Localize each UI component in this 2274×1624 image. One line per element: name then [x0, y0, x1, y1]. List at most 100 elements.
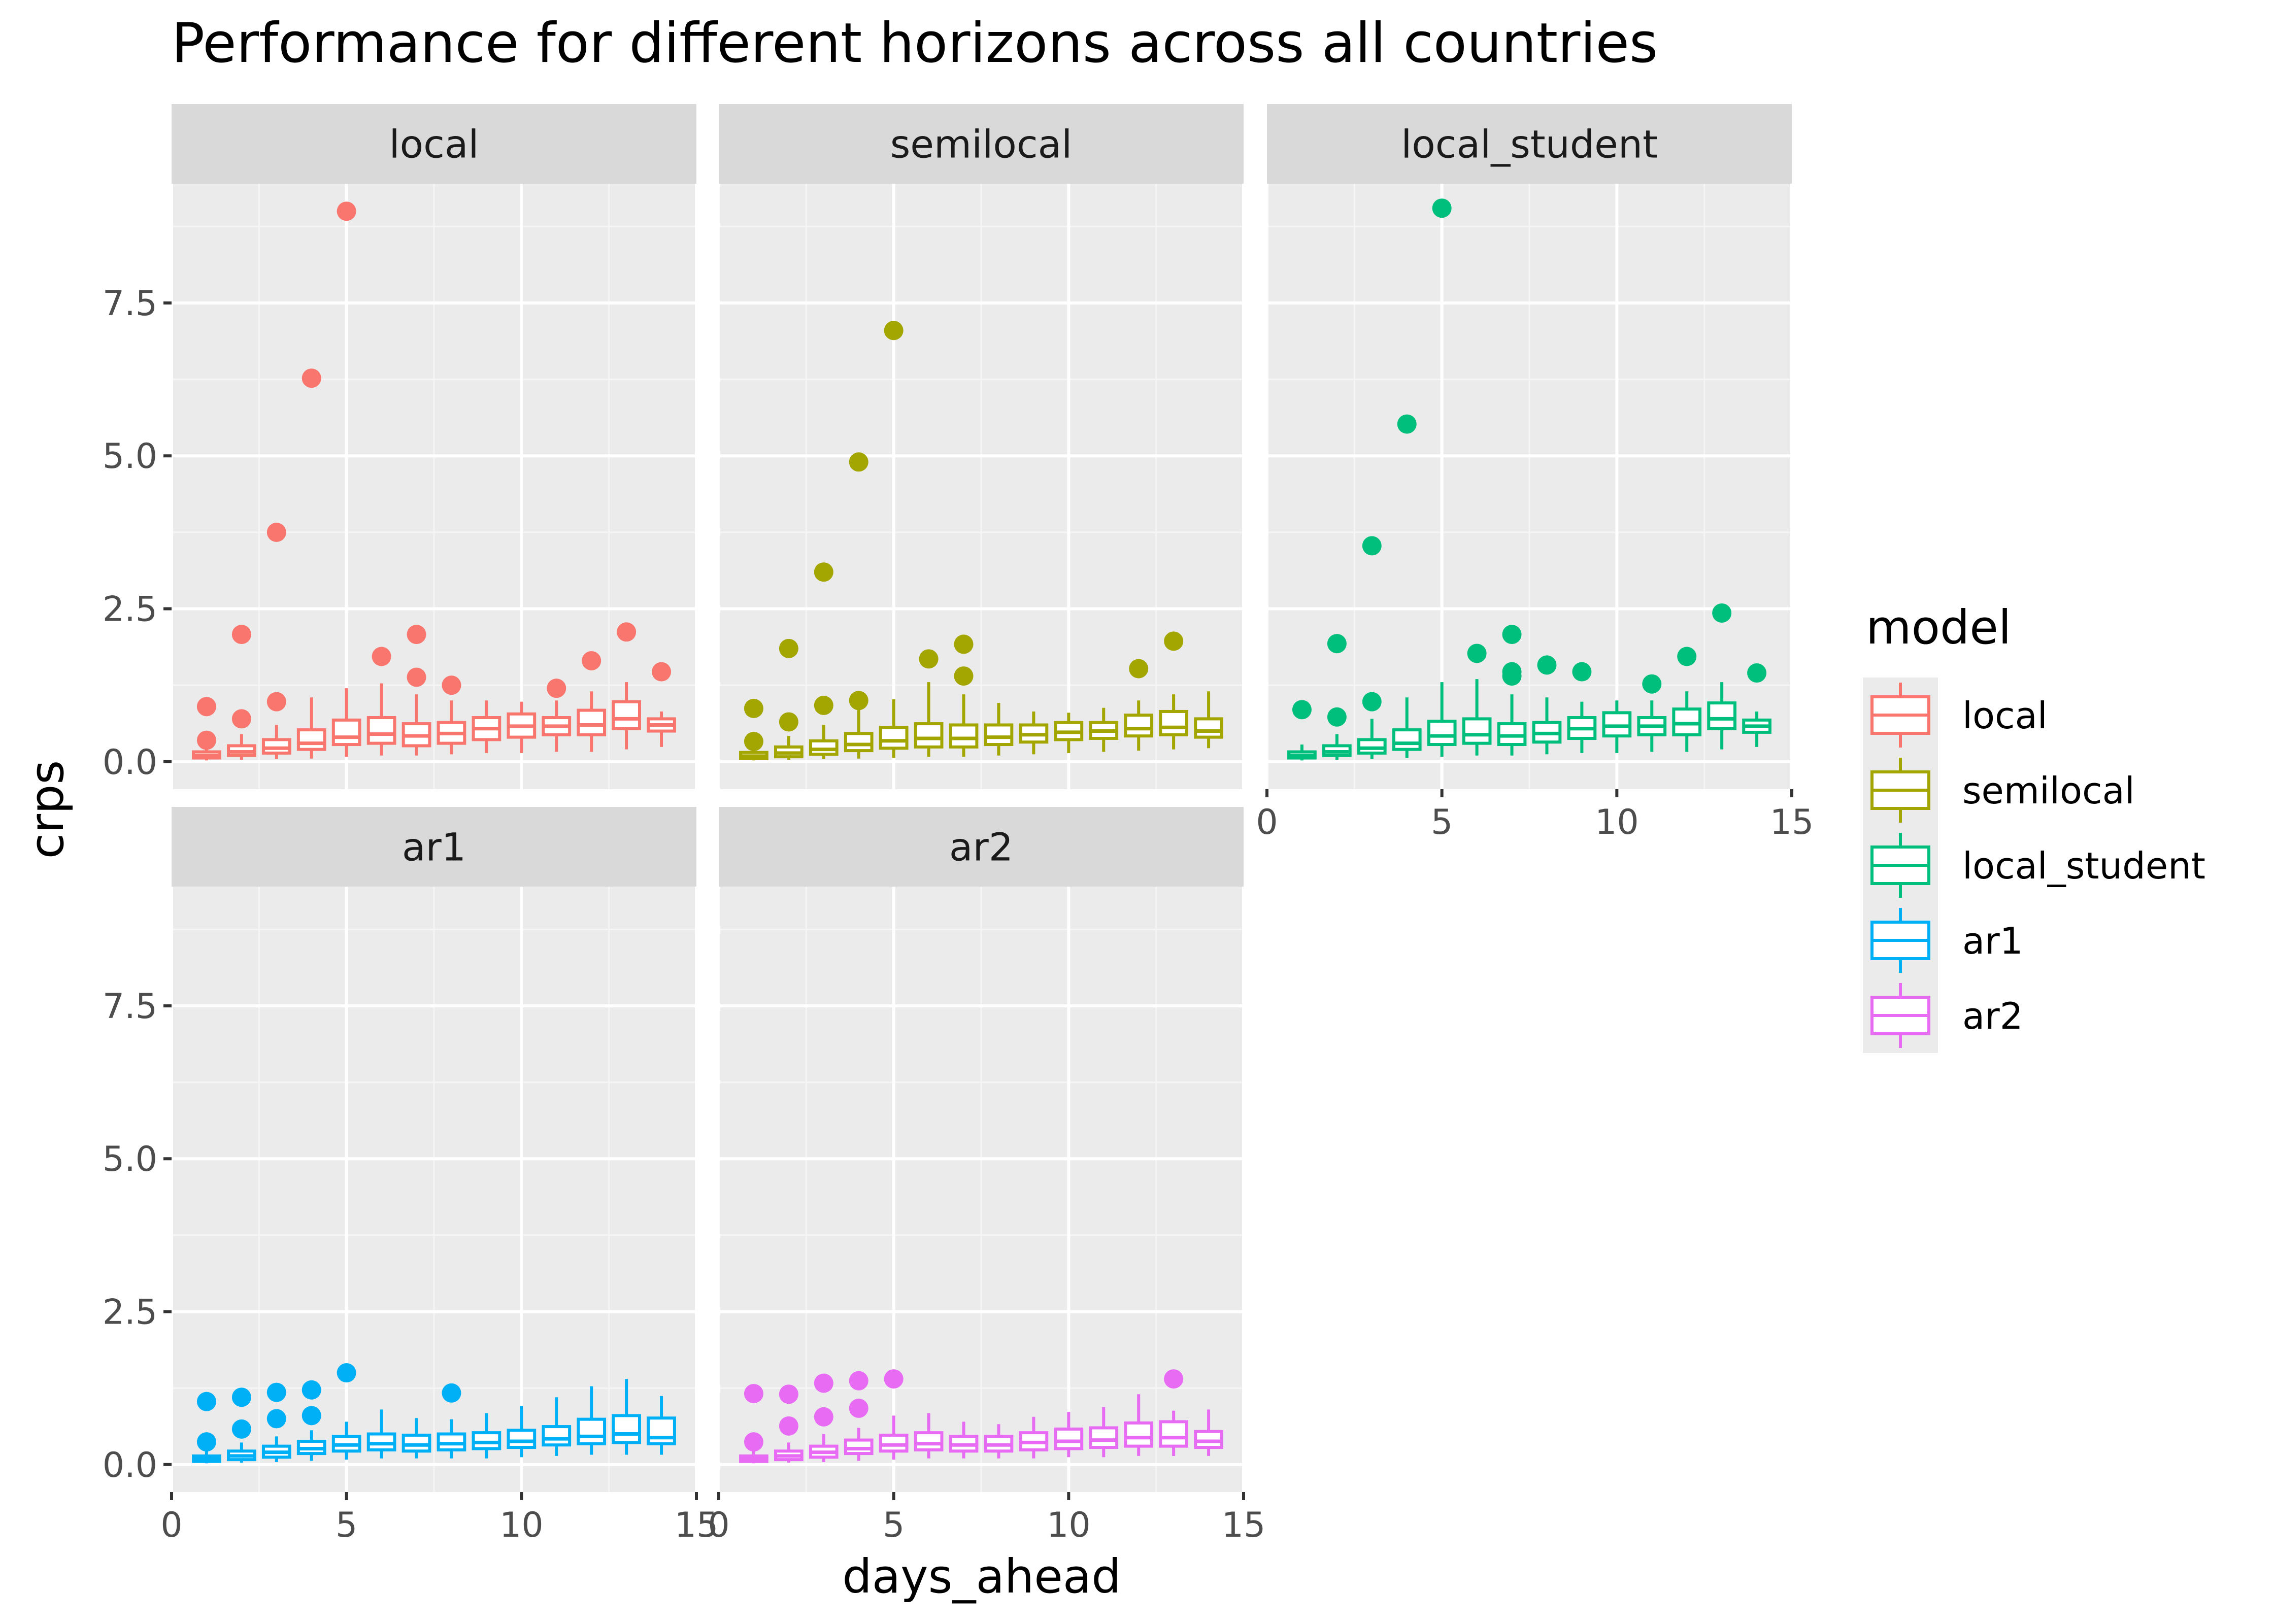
y-tick-label: 2.5 — [103, 1293, 157, 1333]
outlier-point — [1642, 674, 1662, 694]
outlier-point — [1502, 625, 1522, 645]
box-iqr — [1194, 1430, 1223, 1449]
strip-local — [172, 104, 696, 184]
outlier-point — [779, 1384, 798, 1404]
outlier-point — [1327, 634, 1347, 654]
box-local-day-6 — [366, 647, 396, 756]
box-ar1-day-6 — [366, 1409, 396, 1459]
box-iqr — [1602, 711, 1632, 738]
legend-entry-ar2: ar2 — [1863, 978, 2023, 1053]
box-local_student-day-5 — [1427, 198, 1457, 757]
box-local-day-4 — [296, 368, 326, 759]
legend-entry-local: local — [1863, 678, 2048, 753]
box-iqr — [331, 718, 361, 747]
legend-label-local_student: local_student — [1962, 844, 2205, 887]
box-ar2-day-12 — [1124, 1394, 1154, 1456]
outlier-point — [1467, 644, 1487, 663]
box-semilocal-day-3 — [809, 562, 839, 759]
outlier-point — [779, 638, 798, 658]
outlier-point — [849, 452, 868, 472]
box-iqr — [612, 700, 641, 730]
box-iqr — [879, 726, 909, 750]
outlier-point — [231, 625, 251, 645]
box-iqr — [1124, 714, 1154, 738]
outlier-point — [849, 1398, 868, 1418]
box-iqr — [402, 1433, 431, 1453]
x-tick-label: 10 — [499, 1505, 544, 1545]
box-iqr — [577, 708, 607, 736]
box-local_student-day-8 — [1532, 655, 1562, 755]
box-ar2-day-8 — [984, 1424, 1014, 1459]
box-iqr — [844, 1438, 874, 1456]
box-local_student-day-14 — [1742, 663, 1771, 747]
outlier-point — [954, 666, 974, 686]
box-iqr — [879, 1433, 909, 1453]
box-iqr — [914, 722, 944, 749]
strip-label-semilocal: semilocal — [890, 122, 1073, 167]
outlier-point — [196, 697, 216, 717]
box-semilocal-day-11 — [1089, 707, 1119, 752]
box-ar2-day-13 — [1159, 1369, 1188, 1456]
box-ar1-day-2 — [227, 1388, 256, 1463]
strip-label-local: local — [389, 122, 479, 167]
outlier-point — [814, 1407, 833, 1427]
box-iqr — [1707, 701, 1736, 730]
outlier-point — [779, 712, 798, 732]
strip-ar1 — [172, 807, 696, 887]
box-iqr — [647, 1416, 676, 1445]
box-iqr — [1497, 722, 1527, 747]
outlier-point — [547, 679, 566, 698]
x-tick-label: 15 — [1770, 802, 1814, 842]
panel-local: local — [170, 104, 698, 789]
outlier-point — [1712, 603, 1732, 623]
outlier-point — [1129, 659, 1149, 679]
outlier-point — [302, 368, 321, 388]
box-iqr — [949, 723, 979, 749]
outlier-point — [231, 1419, 251, 1439]
x-tick-label: 15 — [1222, 1505, 1266, 1545]
box-local_student-day-10 — [1602, 700, 1632, 753]
outlier-point — [266, 1382, 286, 1402]
box-local_student-day-1 — [1287, 700, 1317, 761]
outlier-point — [1677, 647, 1697, 666]
legend-entry-local_student: local_student — [1863, 828, 2205, 903]
legend-entry-ar1: ar1 — [1863, 903, 2023, 978]
outlier-point — [196, 730, 216, 750]
outlier-point — [1747, 663, 1767, 683]
box-local-day-14 — [647, 662, 676, 747]
box-local-day-13 — [612, 622, 641, 750]
outlier-point — [196, 1392, 216, 1411]
outlier-point — [1432, 198, 1452, 218]
y-tick-label: 5.0 — [103, 1139, 157, 1179]
box-ar1-day-12 — [577, 1386, 607, 1455]
box-iqr — [1672, 707, 1702, 736]
box-ar1-day-7 — [402, 1418, 431, 1459]
box-semilocal-day-2 — [774, 638, 804, 760]
x-tick-label: 10 — [1047, 1505, 1091, 1545]
outlier-point — [884, 1369, 904, 1389]
box-ar2-day-9 — [1019, 1416, 1049, 1459]
outlier-point — [442, 1383, 461, 1403]
y-tick-label: 0.0 — [103, 742, 157, 783]
box-ar1-day-1 — [192, 1392, 221, 1464]
outlier-point — [814, 695, 833, 715]
outlier-point — [1502, 666, 1522, 686]
box-iqr — [984, 723, 1014, 747]
outlier-point — [302, 1380, 321, 1400]
box-iqr — [1159, 1420, 1188, 1448]
box-semilocal-day-14 — [1194, 691, 1223, 749]
x-axes: 0 5 10 150 5 10 150 5 10 15 — [160, 789, 1814, 1545]
box-ar1-day-9 — [472, 1413, 501, 1459]
outlier-point — [1327, 707, 1347, 727]
box-ar2-day-14 — [1194, 1409, 1223, 1456]
box-ar2-day-7 — [949, 1422, 979, 1459]
y-tick-label: 7.5 — [103, 284, 157, 324]
box-ar1-day-14 — [647, 1396, 676, 1455]
panel-ar2: ar2 — [717, 807, 1245, 1492]
box-local-day-9 — [472, 700, 501, 753]
outlier-point — [744, 1383, 763, 1403]
legend-label-ar1: ar1 — [1962, 920, 2023, 962]
outlier-point — [779, 1416, 798, 1436]
strip-semilocal — [719, 104, 1244, 184]
box-local_student-day-12 — [1672, 647, 1702, 752]
